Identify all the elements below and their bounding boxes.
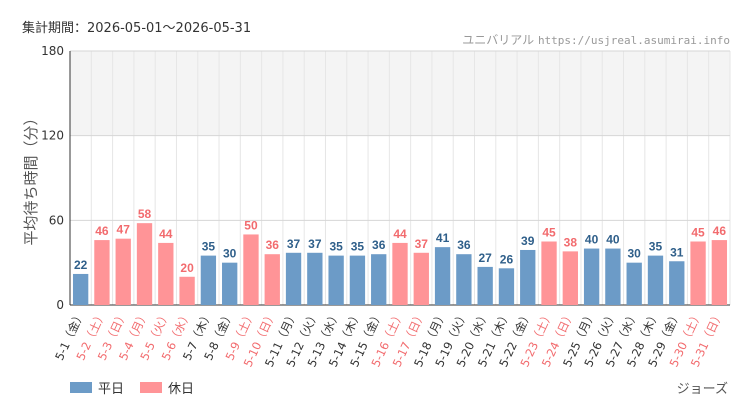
bar-value-label: 41 — [436, 231, 450, 245]
legend-item-weekday[interactable]: 平日 — [70, 378, 124, 397]
shaded-band — [70, 51, 730, 136]
bar-value-label: 37 — [308, 237, 322, 251]
bar — [583, 248, 600, 305]
bar — [371, 254, 387, 305]
bar — [647, 255, 664, 305]
bar-value-label: 35 — [351, 240, 365, 254]
bar — [285, 252, 302, 305]
bar-value-label: 35 — [329, 240, 343, 254]
bar-value-label: 20 — [180, 261, 194, 275]
bar — [115, 238, 131, 305]
bar-value-label: 35 — [202, 240, 216, 254]
legend-swatch-holiday — [140, 382, 163, 393]
bar-value-label: 30 — [628, 247, 642, 261]
bar-value-label: 35 — [649, 240, 663, 254]
bar-value-label: 45 — [542, 226, 556, 240]
bar-value-label: 38 — [564, 235, 578, 249]
bar — [136, 223, 153, 305]
bar-value-label: 44 — [393, 227, 407, 241]
y-tick-label: 0 — [56, 298, 64, 312]
y-tick-label: 60 — [49, 213, 64, 227]
bar — [690, 241, 706, 305]
bar — [520, 249, 536, 305]
y-tick-label: 180 — [41, 44, 64, 58]
bar — [477, 266, 493, 305]
bar-value-label: 39 — [521, 234, 535, 248]
bar — [413, 252, 429, 305]
bar-value-label: 31 — [670, 245, 684, 259]
bar-value-label: 37 — [415, 237, 429, 251]
bar-value-label: 40 — [585, 233, 599, 247]
bar — [94, 240, 110, 305]
legend-label-weekday: 平日 — [98, 382, 125, 397]
bar — [222, 262, 238, 305]
legend-swatch-weekday — [70, 382, 92, 393]
bar-value-label: 40 — [606, 233, 620, 247]
bar — [434, 247, 451, 305]
bar-value-label: 36 — [457, 238, 471, 252]
chart-legend: 平日 休日 — [70, 378, 194, 397]
bar — [456, 254, 472, 305]
bar — [711, 240, 728, 305]
bar — [179, 276, 195, 305]
bar-value-label: 27 — [478, 251, 492, 265]
y-tick-label: 120 — [41, 129, 64, 143]
bar-value-label: 30 — [223, 247, 237, 261]
legend-item-holiday[interactable]: 休日 — [140, 378, 194, 397]
page-title: 集計期間：2026-05-01～2026-05-31 — [22, 21, 252, 36]
bar-value-label: 44 — [159, 227, 173, 241]
bar — [626, 262, 642, 305]
site-name: ユニバリアル — [462, 33, 535, 47]
bar — [605, 248, 621, 305]
bar — [498, 268, 515, 305]
bar — [158, 242, 174, 305]
bar — [200, 255, 217, 305]
bar-value-label: 45 — [691, 226, 705, 240]
bar-value-label: 26 — [500, 252, 514, 266]
bar — [669, 261, 685, 305]
bar — [264, 254, 280, 305]
bar — [307, 252, 323, 305]
bar — [328, 255, 344, 305]
site-credit[interactable]: ユニバリアル https://usjreal.asumirai.info — [462, 31, 730, 48]
bar-value-label: 46 — [713, 224, 727, 238]
site-url[interactable]: https://usjreal.asumirai.info — [537, 34, 730, 47]
attraction-name: ジョーズ — [676, 382, 728, 397]
bar — [541, 241, 557, 305]
bar — [243, 234, 259, 305]
bar — [562, 251, 578, 305]
bar — [392, 242, 408, 305]
bar-value-label: 46 — [95, 224, 109, 238]
legend-label-holiday: 休日 — [168, 382, 195, 397]
bar-value-label: 58 — [138, 207, 152, 221]
bar-value-label: 47 — [117, 223, 131, 237]
bar — [72, 273, 89, 305]
bar-value-label: 37 — [287, 237, 301, 251]
bar-value-label: 36 — [266, 238, 280, 252]
y-axis-label: 平均待ち時間（分） — [22, 110, 40, 245]
bar-value-label: 50 — [244, 218, 258, 232]
bar — [349, 255, 366, 305]
bar-value-label: 36 — [372, 238, 386, 252]
bar-value-label: 22 — [74, 258, 88, 272]
